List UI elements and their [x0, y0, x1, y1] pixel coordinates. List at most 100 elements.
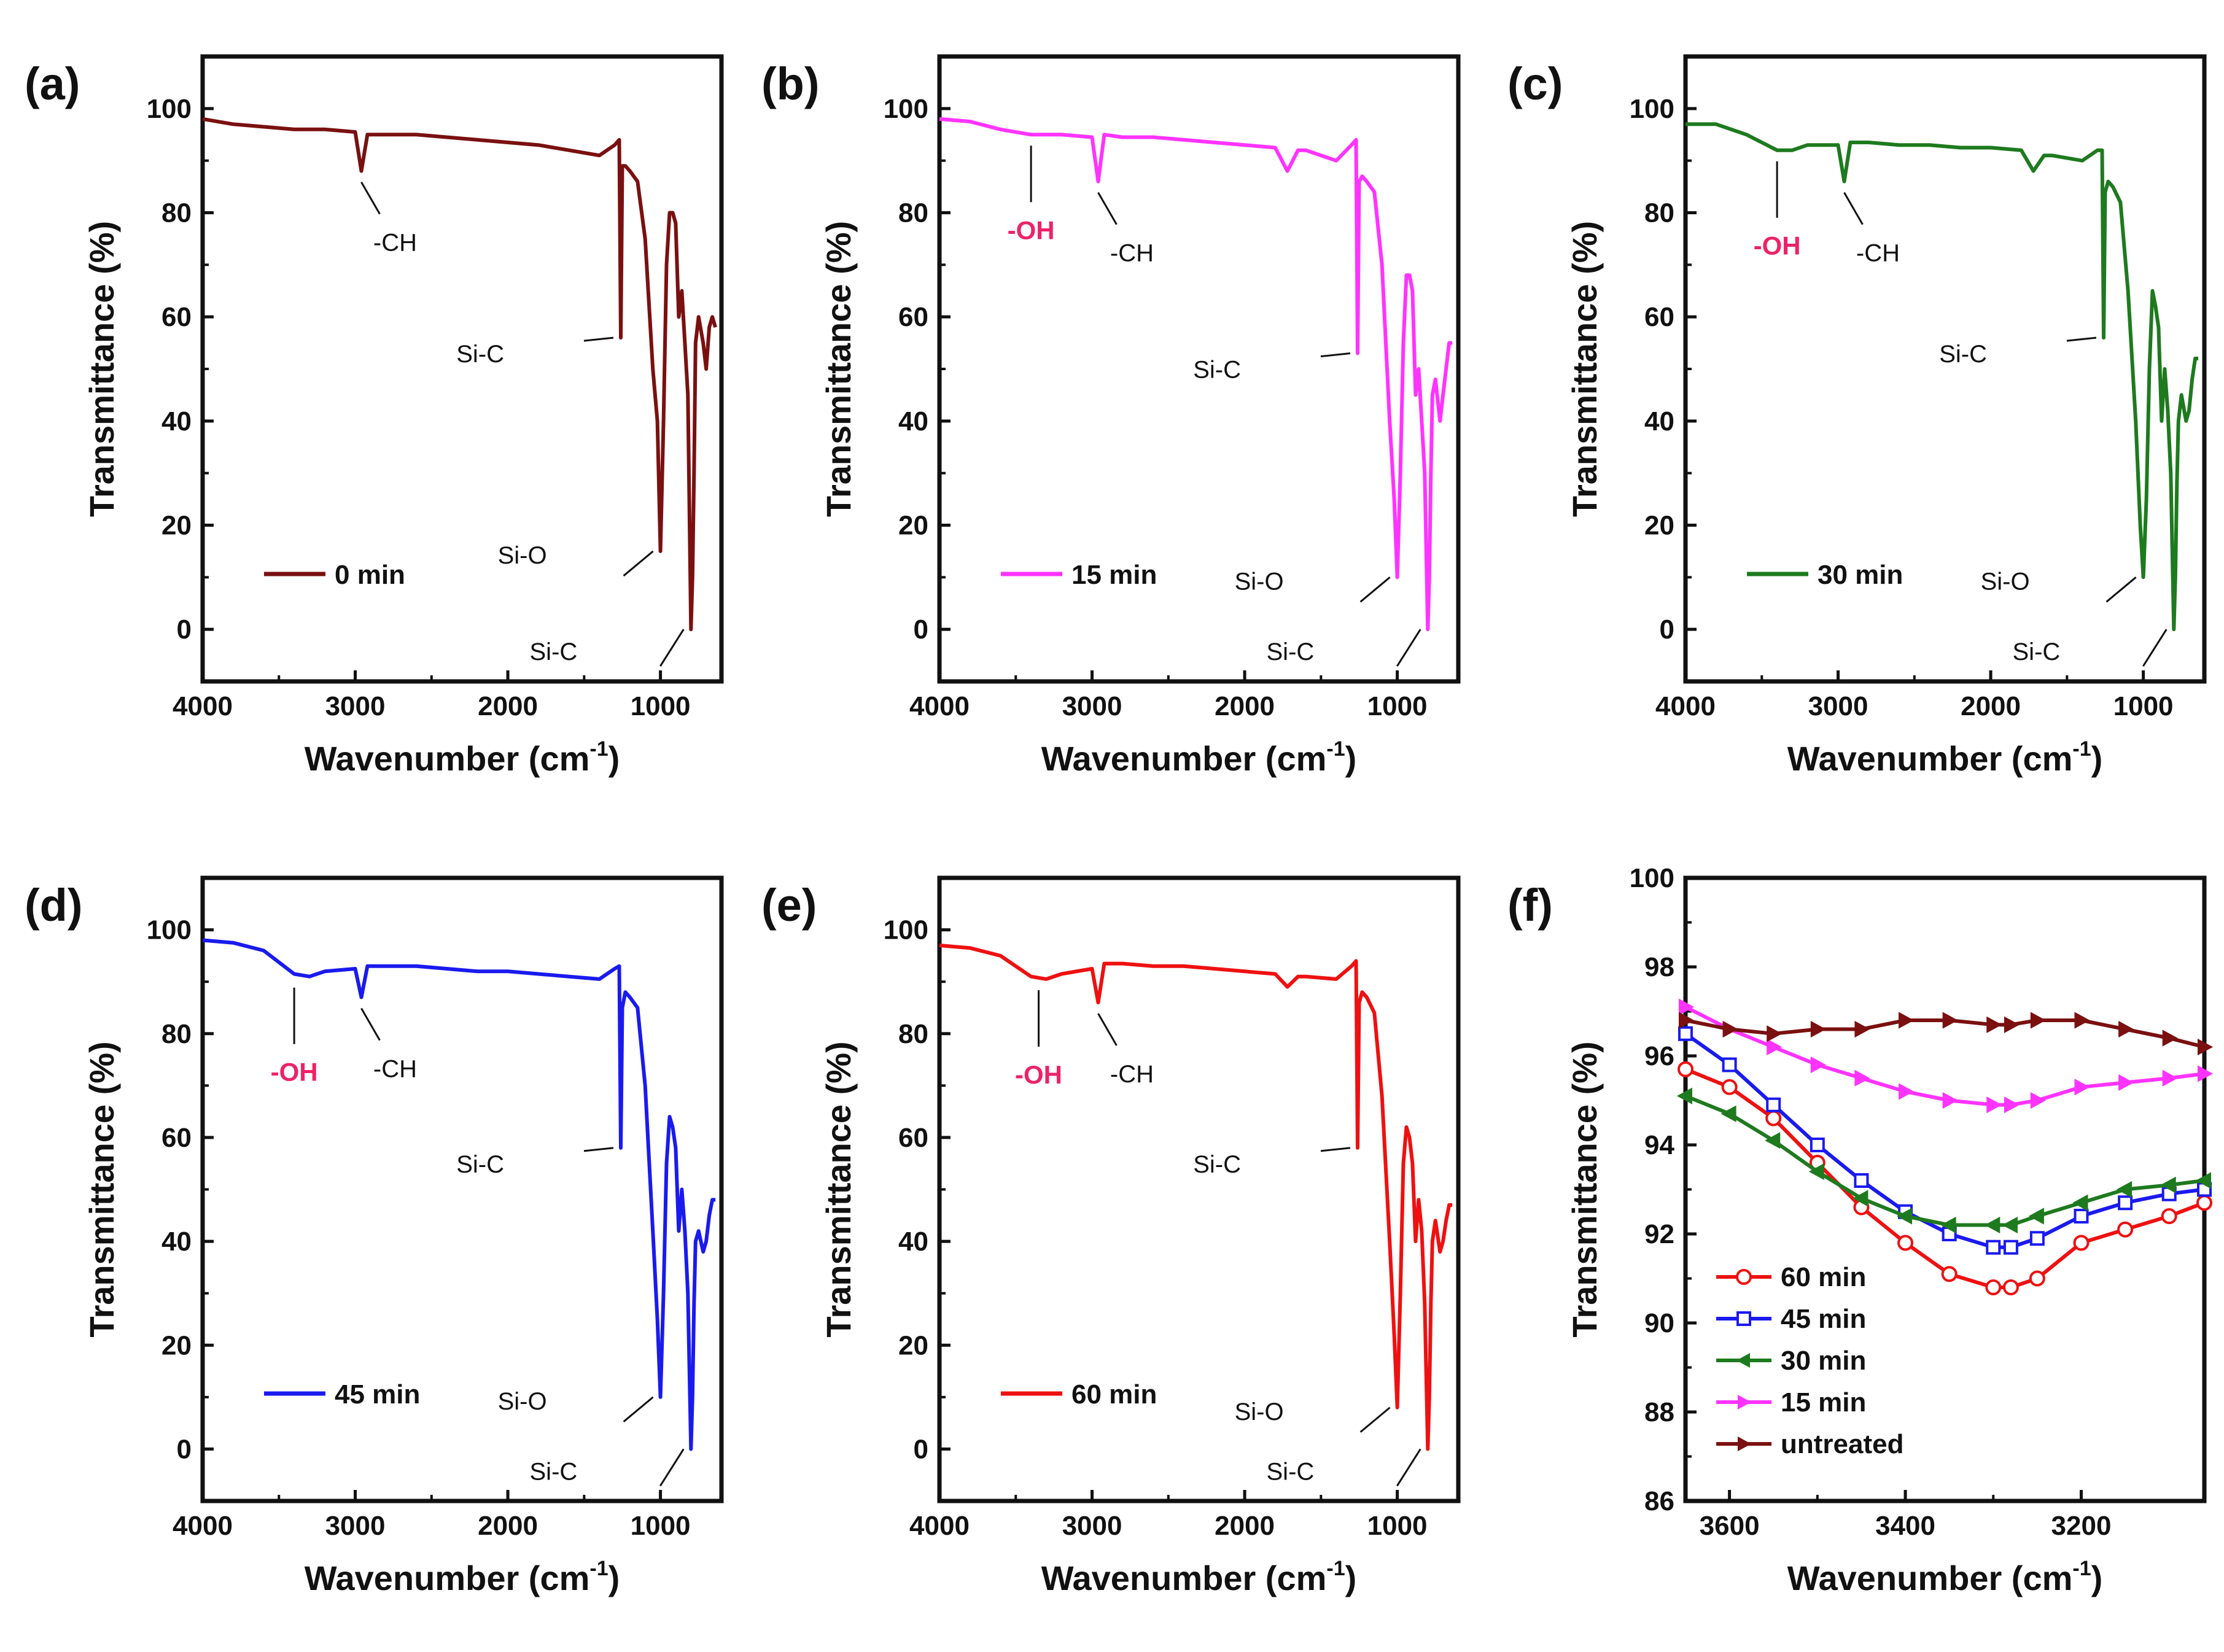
legend-label: 30 min [1781, 1346, 1866, 1376]
data-point [2074, 1079, 2090, 1096]
y-tick-label: 40 [898, 1227, 928, 1257]
annotation-arrow [623, 550, 654, 577]
x-tick-label: 1000 [631, 691, 691, 721]
x-tick-label: 2000 [1215, 1511, 1275, 1541]
y-tick-label: 60 [1644, 302, 1674, 332]
annotation-arrow [1843, 192, 1864, 225]
annotation-label: Si-C [530, 1458, 578, 1485]
axes-frame [937, 875, 1461, 1503]
data-point [2002, 1279, 2019, 1295]
data-point [1897, 1235, 1914, 1251]
panel-label: (c) [1507, 58, 1563, 109]
legend-label: 60 min [1071, 1379, 1157, 1410]
annotation-arrow [360, 1007, 381, 1041]
annotation-label: Si-O [1235, 568, 1284, 595]
annotation-arrow [1359, 576, 1391, 603]
x-axis-label: Wavenumber (cm-1) [1041, 1557, 1357, 1597]
chart-panel-a: 0 20 40 60 80 100 4000 3000 2000 1000 Wavenumber (… [25, 54, 724, 778]
x-tick-label: 1000 [1367, 1511, 1428, 1541]
x-axis-label: Wavenumber (cm-1) [305, 1557, 620, 1597]
data-point [1678, 1061, 1693, 1077]
x-tick-label: 1000 [1367, 691, 1428, 721]
data-point [1676, 1087, 1692, 1104]
y-tick-label: 100 [1630, 94, 1674, 124]
annotation-label: -OH [1754, 231, 1801, 260]
data-point [2118, 1195, 2133, 1211]
series-line [939, 944, 1453, 1451]
y-tick-label: 40 [1644, 406, 1674, 436]
data-point [2002, 1216, 2018, 1234]
y-tick-label: 60 [161, 302, 192, 332]
y-axis-label: Transmittance (%) [819, 221, 858, 517]
x-tick-label: 3600 [1700, 1511, 1760, 1541]
y-tick-label: 92 [1644, 1219, 1674, 1249]
data-point [2160, 1176, 2176, 1193]
legend-label: 15 min [1071, 560, 1157, 590]
data-point [2029, 1231, 2045, 1246]
data-point [1853, 1190, 1868, 1207]
annotation-label: -CH [373, 1056, 417, 1083]
y-tick-label: 80 [161, 1019, 192, 1049]
annotation-arrow [1097, 192, 1118, 225]
data-point [1985, 1216, 2000, 1234]
data-point [1942, 1012, 1958, 1029]
y-tick-label: 98 [1644, 952, 1674, 982]
data-point [1986, 1096, 2002, 1114]
y-axis-label: Transmittance (%) [1565, 1041, 1604, 1337]
x-tick-label: 3000 [1062, 1511, 1122, 1541]
y-tick-label: 20 [161, 511, 192, 541]
data-point [2162, 1030, 2178, 1047]
data-point [2117, 1181, 2133, 1198]
series-line [1685, 122, 2199, 632]
data-point [1854, 1069, 1870, 1087]
y-tick-label: 80 [898, 198, 928, 228]
data-point [1765, 1132, 1781, 1149]
annotation-arrow [1320, 352, 1351, 358]
x-tick-label: 1000 [631, 1511, 691, 1541]
y-tick-label: 0 [914, 1434, 928, 1464]
data-point [1899, 1083, 1915, 1100]
annotation-arrow [1320, 1147, 1351, 1152]
x-axis-label: Wavenumber (cm-1) [1787, 1557, 2103, 1597]
y-tick-label: 20 [1644, 511, 1674, 541]
data-point [2074, 1209, 2089, 1223]
data-point [2029, 1270, 2045, 1287]
y-tick-label: 96 [1644, 1041, 1674, 1071]
data-point [1679, 998, 1695, 1015]
x-tick-label: 3000 [325, 1511, 386, 1541]
data-point [1722, 1020, 1738, 1038]
data-point [2003, 1239, 2018, 1255]
data-point [2198, 1038, 2214, 1056]
series-line [939, 117, 1453, 632]
annotation-arrow [360, 181, 381, 215]
chart-panel-c: 0 20 40 60 80 100 4000 3000 2000 1000 Wavenumber (… [1507, 54, 2207, 778]
data-point [1810, 1020, 1826, 1038]
data-point [2004, 1016, 2020, 1033]
legend-label: untreated [1781, 1429, 1903, 1459]
data-point [1942, 1092, 1958, 1109]
y-tick-label: 40 [161, 406, 192, 436]
data-point [1679, 1012, 1695, 1029]
annotation-label: -CH [1110, 1061, 1154, 1088]
series-line [1684, 1005, 2205, 1107]
y-tick-label: 60 [161, 1123, 192, 1153]
annotation-label: -CH [1110, 240, 1154, 267]
annotation-label: Si-C [2013, 638, 2061, 665]
data-point [1899, 1012, 1915, 1029]
x-tick-label: 4000 [173, 691, 233, 721]
chart-panel-d: 0 20 40 60 80 100 4000 3000 2000 1000 Wavenumber (… [25, 875, 724, 1597]
y-tick-label: 94 [1644, 1130, 1674, 1160]
axes-frame [200, 54, 724, 684]
legend-label: 15 min [1781, 1387, 1866, 1417]
data-point [2072, 1194, 2088, 1211]
data-point [1986, 1016, 2002, 1033]
x-tick-label: 2000 [1215, 691, 1275, 721]
annotation-label: -OH [271, 1058, 318, 1087]
annotation-label: Si-O [1235, 1398, 1284, 1425]
annotation-arrow [2066, 336, 2097, 342]
legend-label: 45 min [1781, 1304, 1866, 1334]
annotation-label: -OH [1008, 215, 1055, 244]
y-tick-label: 86 [1644, 1486, 1674, 1516]
series-line [1684, 1032, 2205, 1249]
